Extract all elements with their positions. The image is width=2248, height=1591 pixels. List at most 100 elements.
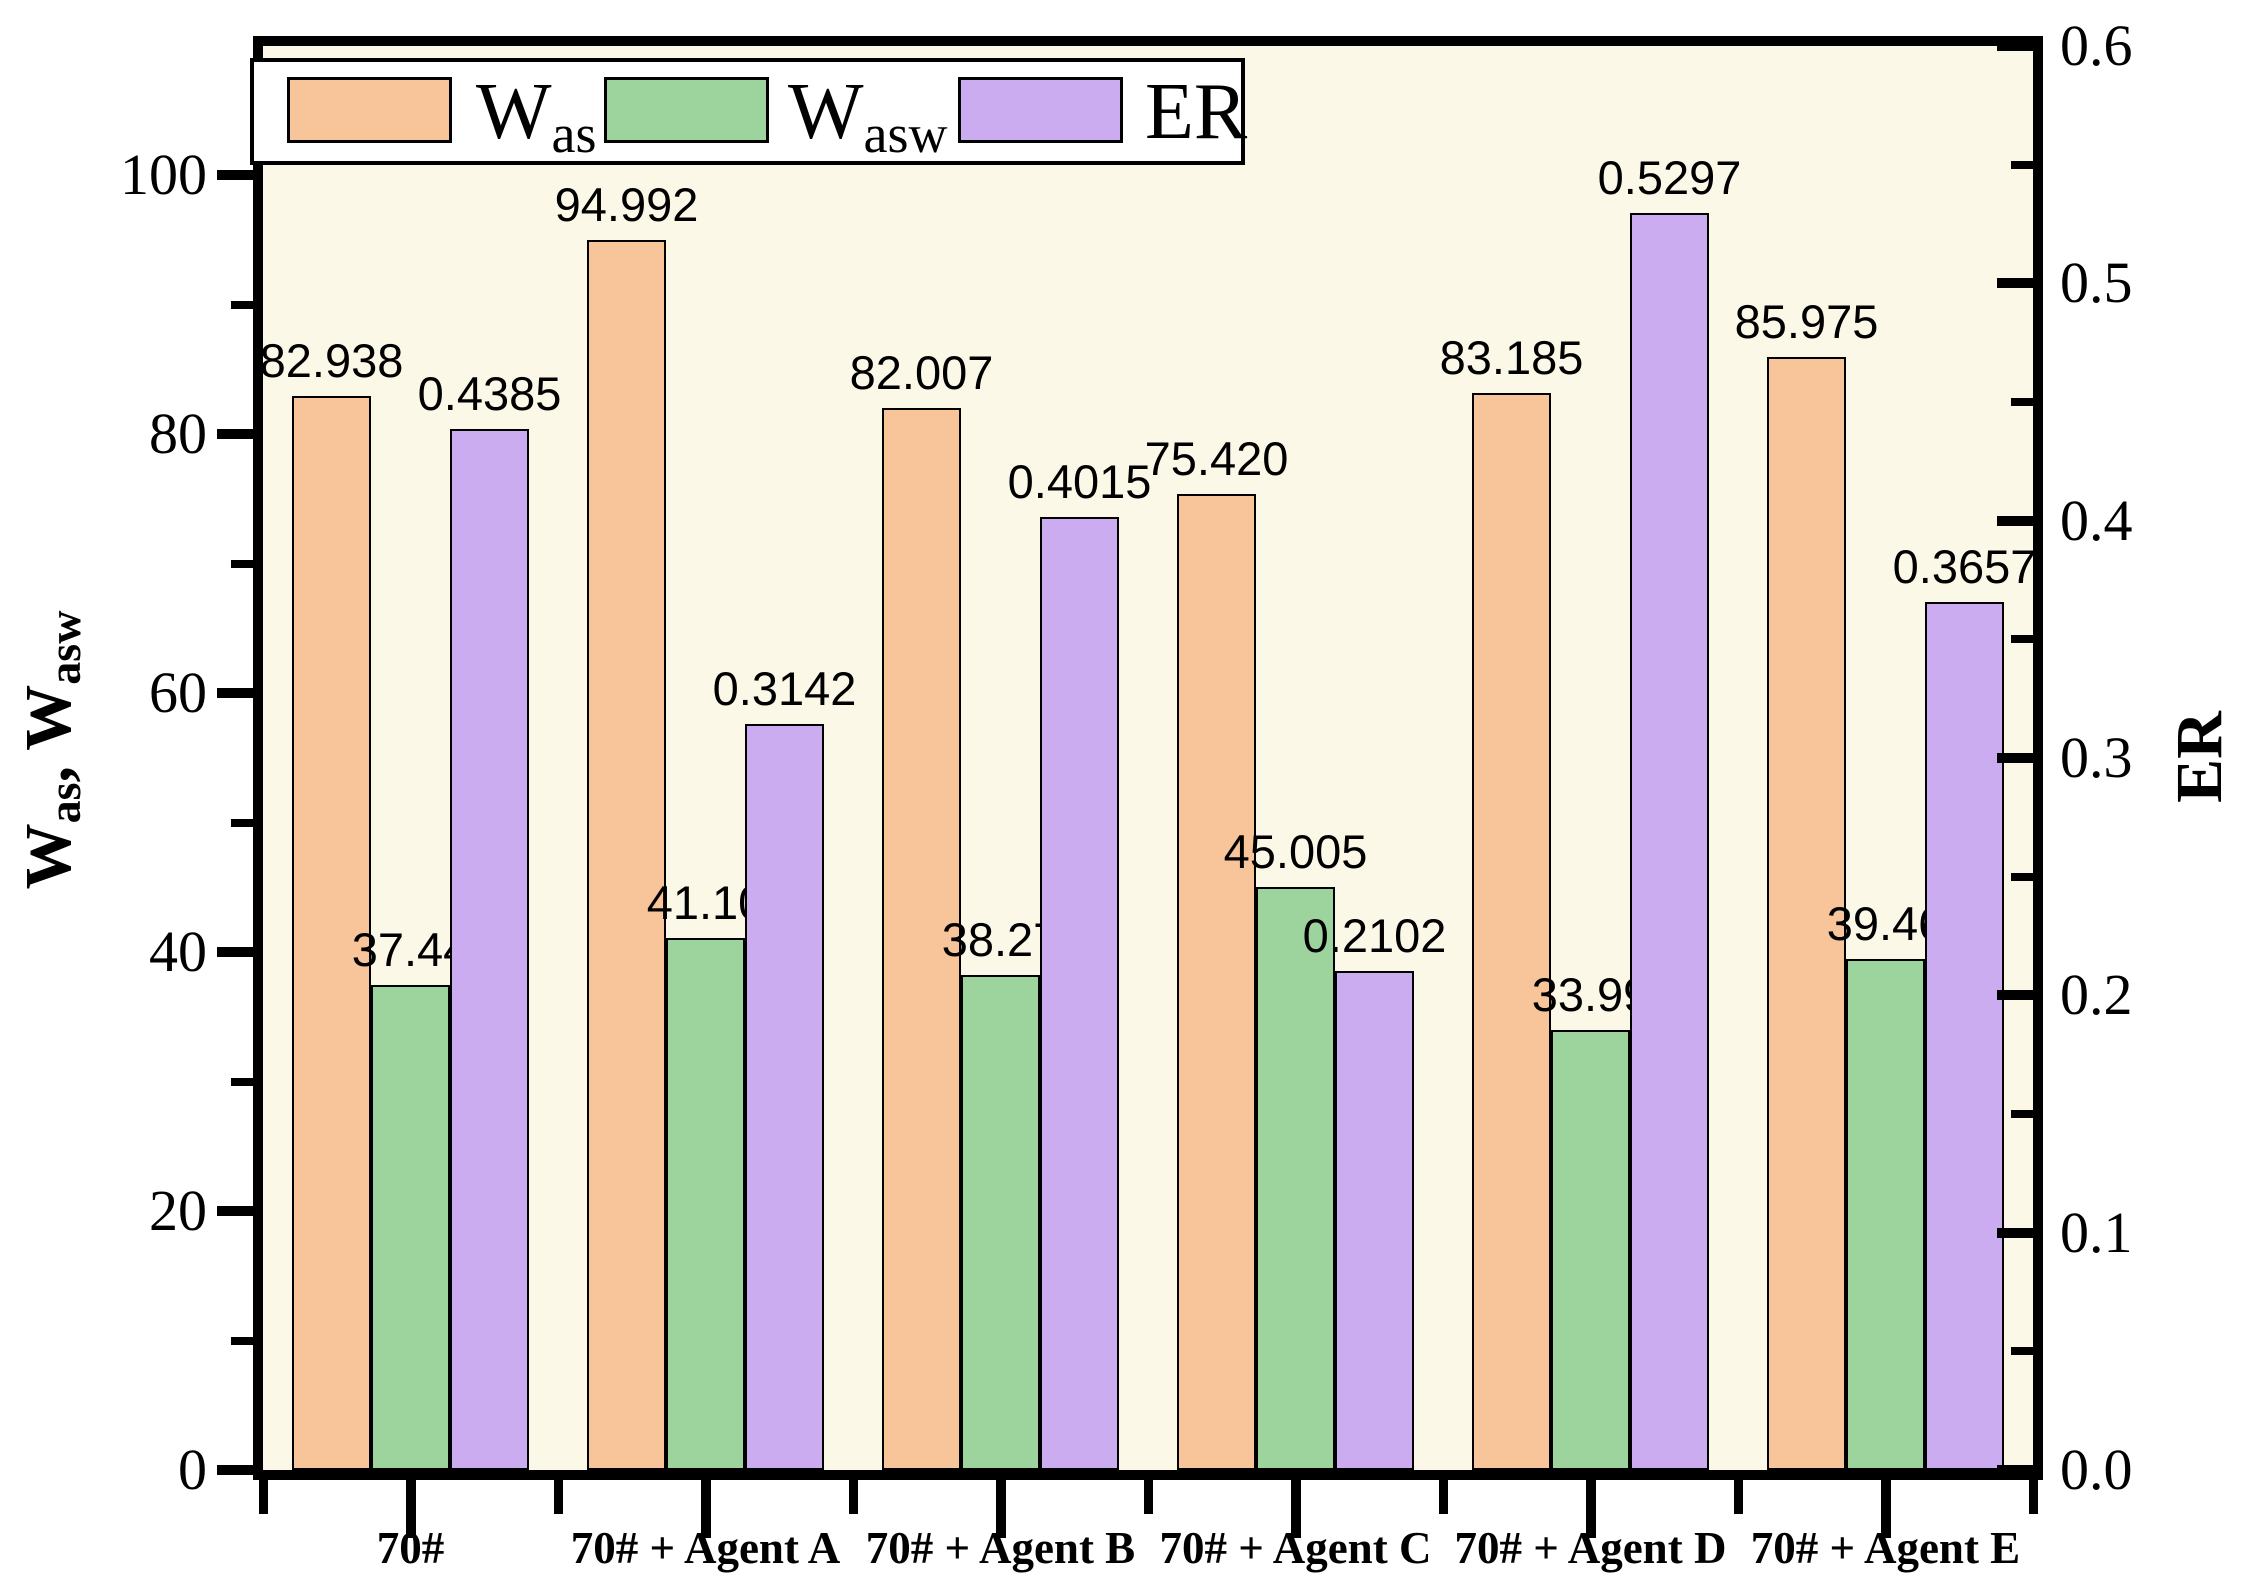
bar-value-label: 83.185 <box>1439 331 1584 384</box>
right-axis-tick-label: 0.0 <box>2060 1437 2133 1502</box>
bar-wasw-5 <box>1551 1030 1630 1470</box>
left-axis-tick-label: 20 <box>149 1178 207 1244</box>
legend-swatch-was-icon <box>287 77 452 143</box>
x-axis-minor-tick <box>1143 1480 1153 1514</box>
left-axis-title: Was, Wasw <box>12 610 91 890</box>
bar-wasw-2 <box>666 938 745 1470</box>
x-axis-category-label: 70# + Agent D <box>1454 1523 1727 1573</box>
bar-value-label: 0.4385 <box>417 367 562 420</box>
x-axis-category-label: 70# + Agent B <box>865 1523 1136 1573</box>
legend-label-er: ER <box>1145 68 1248 156</box>
left-axis-major-tick <box>217 688 253 699</box>
bar-wasw-3 <box>961 975 1040 1470</box>
bar-value-label: 85.975 <box>1734 295 1879 348</box>
right-axis-tick-label: 0.2 <box>2060 962 2133 1028</box>
left-axis-tick-label: 60 <box>149 660 207 726</box>
bar-er-3 <box>1040 517 1119 1470</box>
x-axis-major-tick <box>405 1480 416 1538</box>
x-axis-minor-tick <box>258 1480 268 1514</box>
right-axis-tick-label: 0.1 <box>2060 1199 2133 1265</box>
x-axis-major-tick <box>1585 1480 1596 1538</box>
legend-swatch-wasw-icon <box>604 77 769 143</box>
right-axis-minor-tick <box>2011 1347 2033 1356</box>
left-axis-tick-label: 0 <box>178 1437 207 1502</box>
bar-was-5 <box>1472 393 1551 1470</box>
right-axis-major-tick <box>1997 41 2033 51</box>
x-axis-minor-tick <box>2028 1480 2038 1514</box>
left-axis-minor-tick <box>231 1077 253 1086</box>
left-axis-major-tick <box>217 170 253 181</box>
x-axis-category-label: 70# <box>376 1523 445 1573</box>
plot-area: 82.938 37.44 0.4385 94.992 41.10 0.3142 82.007… <box>253 36 2043 1480</box>
bar-value-label: 38.27 <box>941 913 1060 966</box>
bar-value-label: 45.005 <box>1223 825 1368 878</box>
bar-was-3 <box>882 408 961 1470</box>
left-axis-tick-label: 40 <box>149 919 207 985</box>
left-axis-minor-tick <box>231 300 253 309</box>
right-axis-tick-label: 0.3 <box>2060 725 2133 790</box>
bar-value-label: 82.007 <box>849 346 994 399</box>
right-axis-major-tick <box>1997 278 2033 289</box>
x-axis-major-tick <box>700 1480 711 1538</box>
right-axis-title: ER <box>2163 711 2236 803</box>
right-axis-tick-label: 0.5 <box>2060 250 2133 316</box>
bar-was-1 <box>292 396 371 1470</box>
x-axis-minor-tick <box>848 1480 858 1514</box>
bar-wasw-1 <box>371 985 450 1470</box>
bar-value-label: 0.3142 <box>712 662 857 715</box>
bar-wasw-6 <box>1846 959 1925 1470</box>
right-axis-major-tick <box>1997 515 2033 526</box>
bar-was-4 <box>1177 494 1256 1470</box>
left-axis-major-tick <box>217 1206 253 1217</box>
right-axis-major-tick <box>1997 753 2033 763</box>
legend: Was Wasw ER <box>250 58 1248 165</box>
right-axis-minor-tick <box>2011 160 2033 169</box>
bar-value-label: 37.44 <box>351 923 470 976</box>
right-axis-minor-tick <box>2011 872 2033 881</box>
bar-was-6 <box>1767 357 1846 1470</box>
bar-value-label: 0.3657 <box>1892 540 2037 593</box>
x-axis-minor-tick <box>1438 1480 1448 1514</box>
bar-er-5 <box>1630 213 1709 1470</box>
legend-label-wasw: Wasw <box>788 68 948 164</box>
x-axis-minor-tick <box>553 1480 563 1514</box>
left-axis-major-tick <box>217 947 253 958</box>
right-axis-minor-tick <box>2011 398 2033 406</box>
legend-label-was: Was <box>476 68 597 164</box>
right-axis-minor-tick <box>2011 635 2033 644</box>
bar-value-label: 0.2102 <box>1302 909 1447 962</box>
bar-value-label: 41.10 <box>646 876 765 929</box>
x-axis-major-tick <box>1290 1480 1301 1538</box>
bars-layer: 82.938 37.44 0.4385 94.992 41.10 0.3142 82.007… <box>259 46 2036 1470</box>
left-axis-minor-tick <box>231 1336 253 1345</box>
right-axis-major-tick <box>1997 1227 2033 1238</box>
left-axis-tick-label: 100 <box>120 142 207 208</box>
bar-was-2 <box>587 240 666 1470</box>
legend-swatch-er-icon <box>958 77 1123 143</box>
x-axis-category-label: 70# + Agent C <box>1159 1523 1432 1573</box>
bar-er-1 <box>450 429 529 1470</box>
left-axis-minor-tick <box>231 818 253 827</box>
right-axis-major-tick <box>1997 990 2033 1001</box>
left-axis-tick-label: 80 <box>149 401 207 467</box>
bar-value-label: 82.938 <box>259 334 404 387</box>
bar-value-label: 33.99 <box>1531 968 1650 1021</box>
bar-value-label: 94.992 <box>554 178 699 231</box>
right-axis-tick-label: 0.6 <box>2060 13 2133 78</box>
right-axis-major-tick <box>1997 1465 2033 1475</box>
left-axis-major-tick <box>217 429 253 440</box>
bar-er-6 <box>1925 602 2004 1470</box>
bar-er-4 <box>1335 971 1414 1470</box>
bar-value-label: 0.4015 <box>1007 455 1152 508</box>
right-axis-tick-label: 0.4 <box>2060 487 2133 553</box>
x-axis-minor-tick <box>1733 1480 1743 1514</box>
bar-value-label: 39.46 <box>1826 897 1945 950</box>
x-axis-major-tick <box>995 1480 1006 1538</box>
bar-er-2 <box>745 724 824 1470</box>
x-axis-category-label: 70# + Agent A <box>570 1523 841 1573</box>
left-axis-major-tick <box>217 1465 253 1475</box>
x-axis-major-tick <box>1880 1480 1891 1538</box>
bar-value-label: 0.5297 <box>1597 151 1742 204</box>
left-axis-minor-tick <box>231 559 253 568</box>
